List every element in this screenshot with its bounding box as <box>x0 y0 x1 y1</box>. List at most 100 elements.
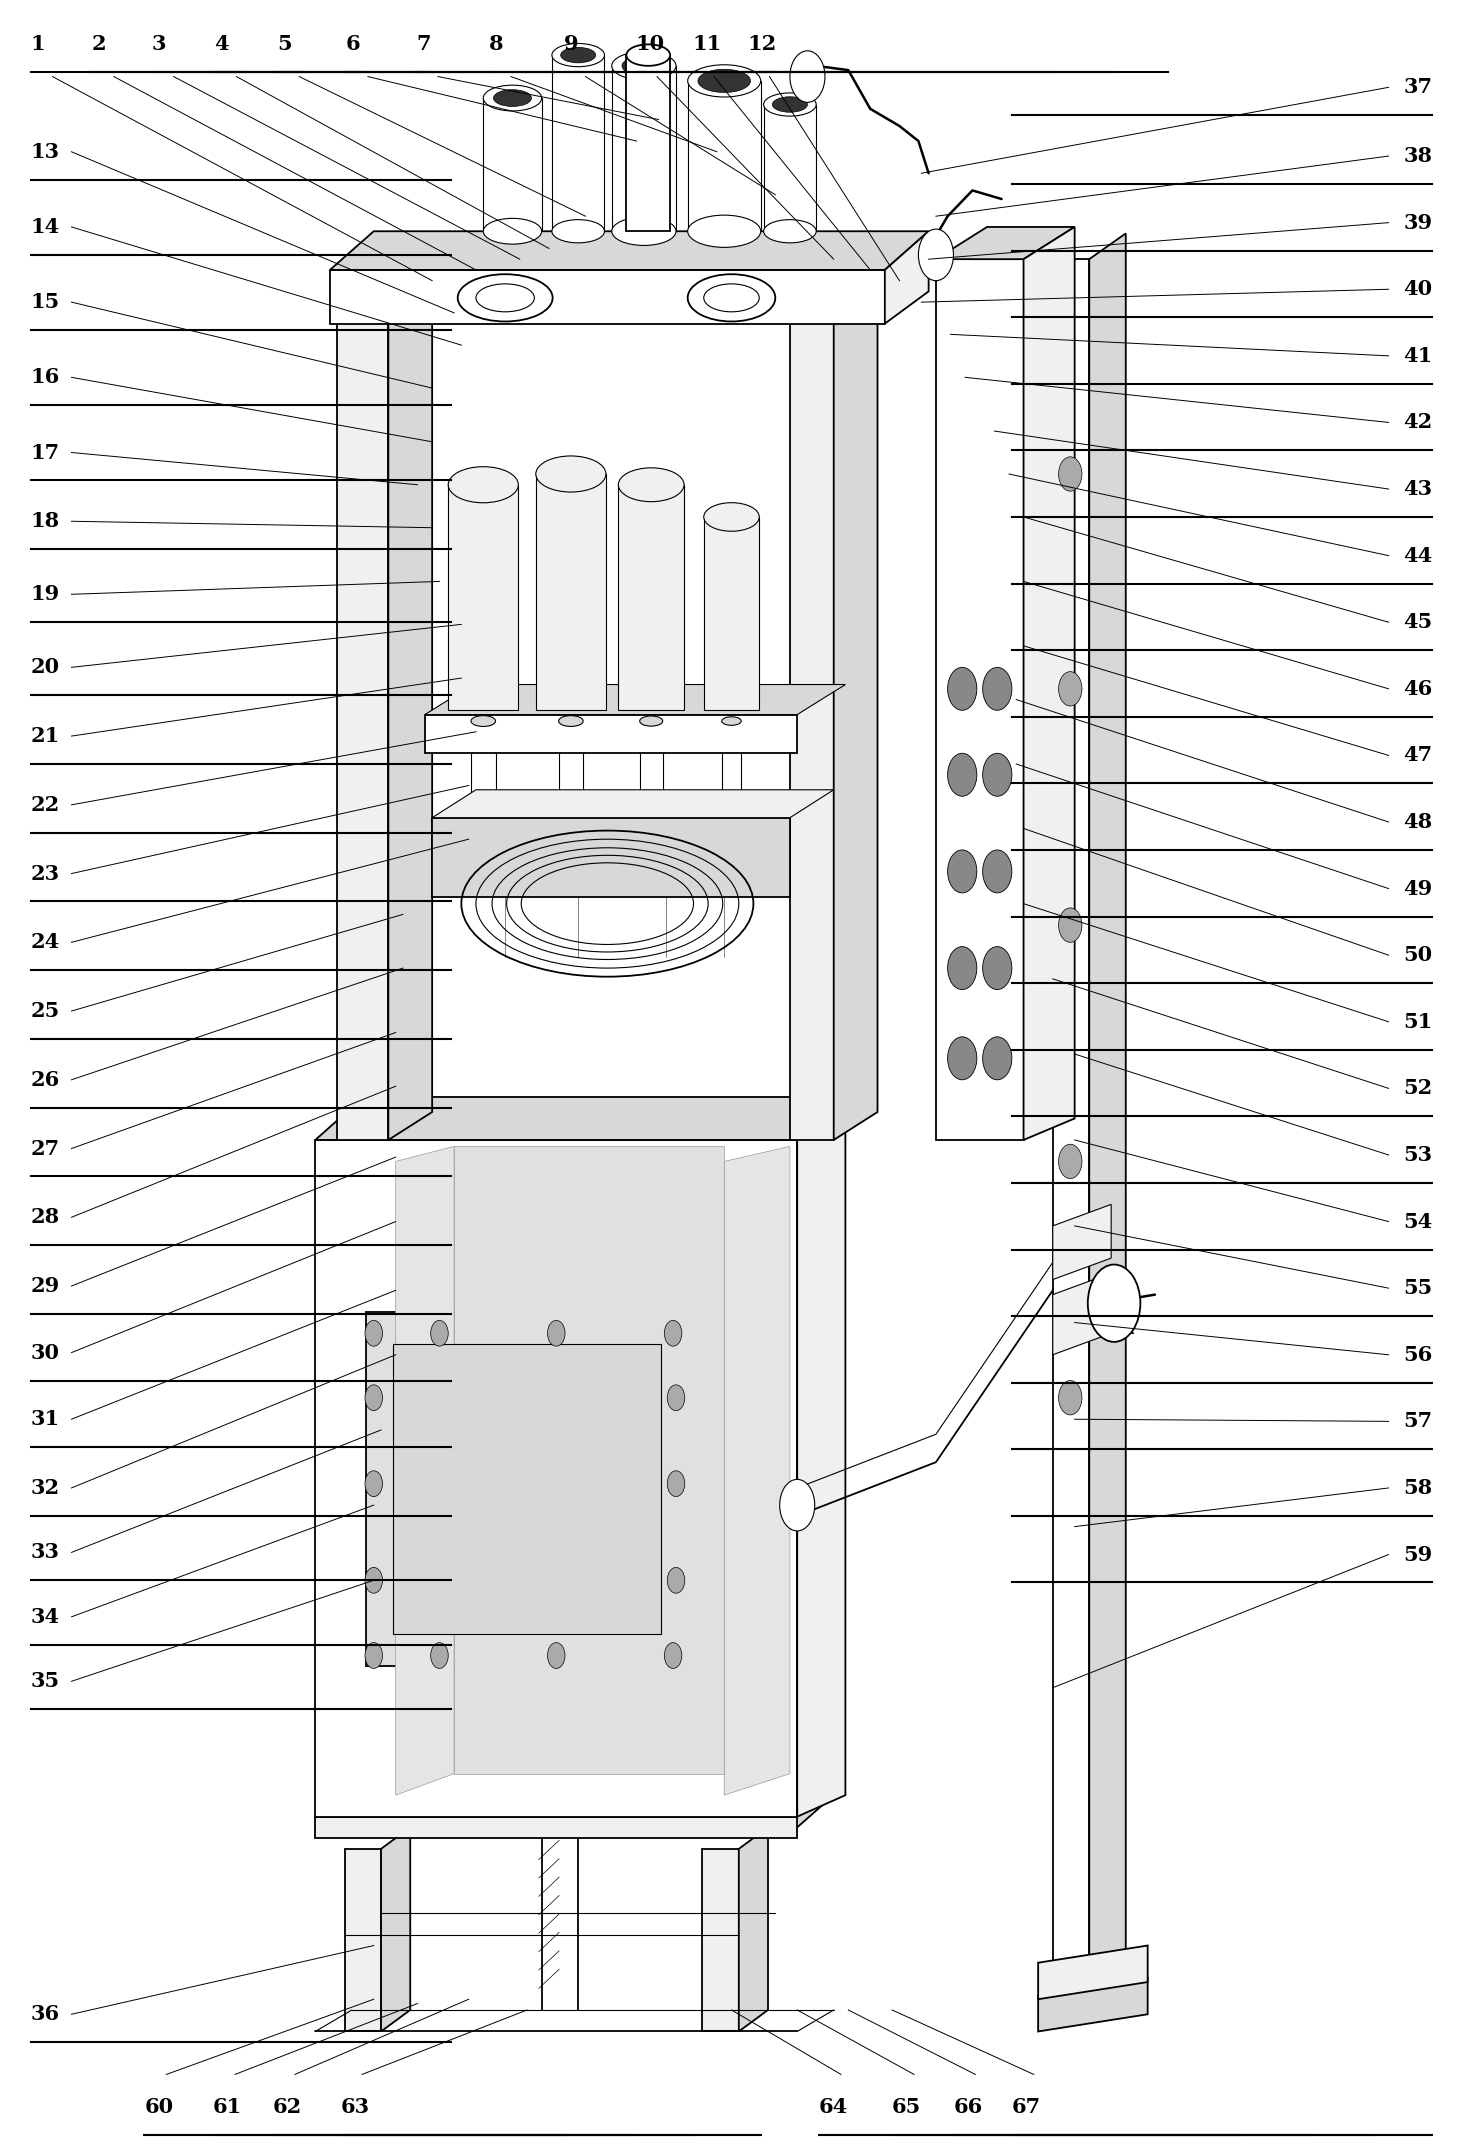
Polygon shape <box>1039 1977 1147 2031</box>
Text: 40: 40 <box>1403 280 1432 299</box>
Text: 17: 17 <box>31 443 60 462</box>
Ellipse shape <box>552 43 604 67</box>
Text: 23: 23 <box>31 863 60 884</box>
Text: 66: 66 <box>954 2097 983 2117</box>
Text: 43: 43 <box>1403 480 1432 499</box>
Polygon shape <box>483 99 541 232</box>
Circle shape <box>1059 1144 1083 1179</box>
Text: 30: 30 <box>31 1342 60 1362</box>
Polygon shape <box>1053 258 1090 1998</box>
Polygon shape <box>331 269 885 323</box>
Text: 39: 39 <box>1403 213 1432 232</box>
Text: 62: 62 <box>274 2097 303 2117</box>
Ellipse shape <box>612 217 676 245</box>
Polygon shape <box>790 301 834 1140</box>
Circle shape <box>948 753 977 796</box>
Text: 33: 33 <box>31 1542 60 1562</box>
Text: 11: 11 <box>692 34 721 54</box>
Text: 18: 18 <box>31 512 60 531</box>
Text: 9: 9 <box>563 34 578 54</box>
Ellipse shape <box>721 716 742 725</box>
Circle shape <box>430 1643 448 1669</box>
Ellipse shape <box>458 273 553 320</box>
Polygon shape <box>424 684 846 714</box>
Text: 38: 38 <box>1403 146 1432 166</box>
Ellipse shape <box>560 47 595 62</box>
Ellipse shape <box>622 56 666 75</box>
Text: 13: 13 <box>31 142 60 161</box>
Text: 65: 65 <box>892 2097 922 2117</box>
Polygon shape <box>316 1140 797 1818</box>
Text: 22: 22 <box>31 796 60 815</box>
Text: 6: 6 <box>347 34 360 54</box>
Ellipse shape <box>688 65 761 97</box>
Circle shape <box>948 1037 977 1080</box>
Text: 29: 29 <box>31 1276 60 1297</box>
Text: 1: 1 <box>31 34 45 54</box>
Text: 31: 31 <box>31 1409 60 1428</box>
Polygon shape <box>388 280 432 1140</box>
Circle shape <box>667 1568 685 1594</box>
Text: 64: 64 <box>819 2097 849 2117</box>
Circle shape <box>664 1321 682 1347</box>
Circle shape <box>547 1321 565 1347</box>
Text: 51: 51 <box>1403 1011 1432 1032</box>
Text: 54: 54 <box>1403 1211 1432 1233</box>
Ellipse shape <box>688 215 761 247</box>
Circle shape <box>948 946 977 989</box>
Text: 27: 27 <box>31 1138 60 1159</box>
Circle shape <box>667 1471 685 1497</box>
Text: 55: 55 <box>1403 1278 1432 1299</box>
Text: 45: 45 <box>1403 613 1432 632</box>
Text: 67: 67 <box>1012 2097 1042 2117</box>
Polygon shape <box>612 67 676 232</box>
Circle shape <box>364 1385 382 1411</box>
Circle shape <box>364 1471 382 1497</box>
Text: 42: 42 <box>1403 413 1432 432</box>
Circle shape <box>1059 1381 1083 1415</box>
Circle shape <box>983 667 1012 710</box>
Text: 12: 12 <box>748 34 777 54</box>
Ellipse shape <box>704 503 759 531</box>
Polygon shape <box>739 1828 768 2031</box>
Ellipse shape <box>698 69 751 92</box>
Circle shape <box>983 946 1012 989</box>
Ellipse shape <box>772 97 808 112</box>
Ellipse shape <box>688 273 775 320</box>
Circle shape <box>364 1321 382 1347</box>
Text: 46: 46 <box>1403 680 1432 699</box>
Text: 63: 63 <box>341 2097 369 2117</box>
Polygon shape <box>316 1796 834 1828</box>
Text: 7: 7 <box>415 34 430 54</box>
Polygon shape <box>626 56 670 232</box>
Text: 50: 50 <box>1403 944 1432 966</box>
Text: 24: 24 <box>31 931 60 953</box>
Polygon shape <box>424 714 797 753</box>
Text: 49: 49 <box>1403 878 1432 899</box>
Ellipse shape <box>764 92 816 116</box>
Ellipse shape <box>639 716 663 727</box>
Text: 14: 14 <box>31 217 60 237</box>
Polygon shape <box>366 1312 688 1667</box>
Polygon shape <box>552 56 604 232</box>
Text: 56: 56 <box>1403 1344 1432 1364</box>
Polygon shape <box>704 516 759 710</box>
Ellipse shape <box>535 456 606 493</box>
Text: 28: 28 <box>31 1207 60 1228</box>
Text: 26: 26 <box>31 1069 60 1091</box>
Text: 2: 2 <box>92 34 107 54</box>
Ellipse shape <box>559 716 584 727</box>
Circle shape <box>983 1037 1012 1080</box>
Ellipse shape <box>626 45 670 67</box>
Polygon shape <box>345 1850 380 2031</box>
Text: 37: 37 <box>1403 77 1432 97</box>
Circle shape <box>983 850 1012 893</box>
Polygon shape <box>1053 1273 1112 1355</box>
Polygon shape <box>535 473 606 710</box>
Polygon shape <box>1024 228 1075 1140</box>
Text: 34: 34 <box>31 1607 60 1626</box>
Text: 41: 41 <box>1403 346 1432 366</box>
Text: 53: 53 <box>1403 1144 1432 1166</box>
Ellipse shape <box>483 219 541 243</box>
Text: 59: 59 <box>1403 1544 1432 1564</box>
